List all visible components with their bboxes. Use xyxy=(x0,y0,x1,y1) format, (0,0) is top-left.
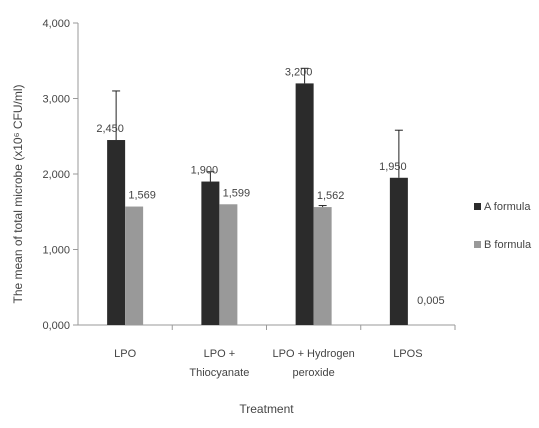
data-label: 1,562 xyxy=(317,190,345,202)
legend-label: B formula xyxy=(484,239,532,251)
y-tick-label: 1,000 xyxy=(42,245,70,257)
bar-a-formula xyxy=(201,181,220,325)
bar-b-formula xyxy=(219,204,238,325)
x-tick-label: LPOS xyxy=(393,348,422,360)
data-label: 1,599 xyxy=(223,187,251,199)
labels: 2,450 1,569 1,900 1,599 3,200 1,562 1,950 0,005 xyxy=(96,66,444,306)
x-tick-label: LPO + Thiocyanate xyxy=(189,348,249,379)
y-tick-label: 0,000 xyxy=(42,320,70,332)
bar-a-formula xyxy=(295,83,314,326)
bar-a-formula xyxy=(389,177,408,325)
data-label: 1,569 xyxy=(128,190,156,202)
y-tick-label: 3,000 xyxy=(42,94,70,106)
data-label: 1,950 xyxy=(379,161,407,173)
legend: A formula B formula xyxy=(474,201,532,251)
axes: 0,000 1,000 2,000 3,000 4,000 LPO LPO + Thiocya… xyxy=(42,18,456,379)
x-axis-title: Treatment xyxy=(239,402,294,416)
data-label: 2,450 xyxy=(96,123,124,135)
legend-swatch xyxy=(474,203,481,210)
legend-swatch xyxy=(474,241,481,248)
data-label: 0,005 xyxy=(417,295,445,307)
data-label: 3,200 xyxy=(285,66,313,78)
bars xyxy=(107,67,426,326)
data-label: 1,900 xyxy=(191,165,219,177)
y-tick-label: 4,000 xyxy=(42,18,70,30)
bar-a-formula xyxy=(107,140,126,325)
legend-label: A formula xyxy=(484,201,531,213)
x-tick-label: LPO xyxy=(114,348,136,360)
y-tick-label: 2,000 xyxy=(42,169,70,181)
bar-b-formula xyxy=(125,206,144,325)
bar-b-formula xyxy=(313,207,332,325)
x-tick-label: LPO + Hydrogen peroxide xyxy=(273,348,355,379)
y-axis-title: The mean of total microbe (x10⁶ CFU/ml) xyxy=(11,84,25,303)
